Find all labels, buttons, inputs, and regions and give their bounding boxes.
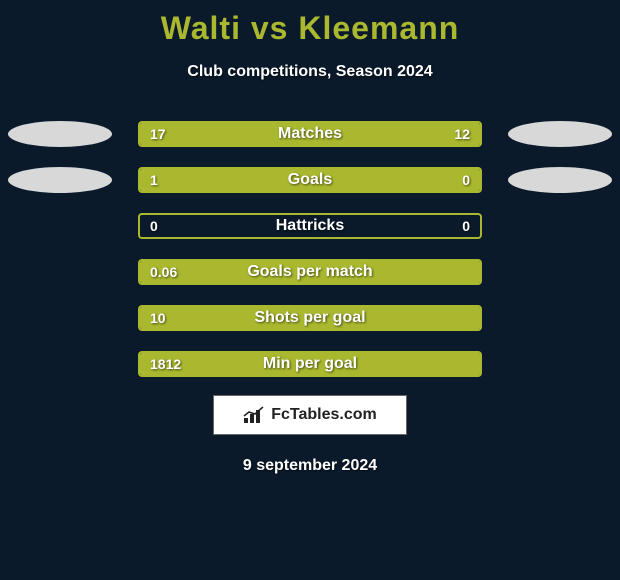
stat-row: 10Shots per goal	[0, 305, 620, 331]
stat-bar: 0Hattricks0	[138, 213, 482, 239]
player1-marker	[8, 167, 112, 193]
stat-bar: 1812Min per goal	[138, 351, 482, 377]
stat-bar: 0.06Goals per match	[138, 259, 482, 285]
marker-spacer	[8, 305, 112, 331]
page-subtitle: Club competitions, Season 2024	[0, 63, 620, 81]
stat-label: Goals per match	[140, 261, 480, 283]
chart-icon	[243, 406, 265, 424]
stat-row: 1Goals0	[0, 167, 620, 193]
marker-spacer	[508, 259, 612, 285]
stat-value-right: 12	[454, 123, 470, 145]
player2-marker	[508, 121, 612, 147]
stat-row: 17Matches12	[0, 121, 620, 147]
marker-spacer	[8, 213, 112, 239]
stat-label: Hattricks	[140, 215, 480, 237]
branding-badge: FcTables.com	[213, 395, 407, 435]
marker-spacer	[508, 351, 612, 377]
stat-value-right: 0	[462, 215, 470, 237]
stat-label: Shots per goal	[140, 307, 480, 329]
stat-row: 0Hattricks0	[0, 213, 620, 239]
marker-spacer	[8, 351, 112, 377]
player2-marker	[508, 167, 612, 193]
stat-value-right: 0	[462, 169, 470, 191]
branding-text: FcTables.com	[271, 406, 377, 424]
marker-spacer	[8, 259, 112, 285]
stat-label: Goals	[140, 169, 480, 191]
stats-rows: 17Matches121Goals00Hattricks00.06Goals p…	[0, 121, 620, 377]
stat-label: Matches	[140, 123, 480, 145]
marker-spacer	[508, 305, 612, 331]
player1-marker	[8, 121, 112, 147]
stat-bar: 10Shots per goal	[138, 305, 482, 331]
footer-date: 9 september 2024	[0, 457, 620, 475]
comparison-infographic: Walti vs Kleemann Club competitions, Sea…	[0, 0, 620, 580]
stat-row: 1812Min per goal	[0, 351, 620, 377]
page-title: Walti vs Kleemann	[0, 0, 620, 47]
stat-bar: 17Matches12	[138, 121, 482, 147]
stat-bar: 1Goals0	[138, 167, 482, 193]
stat-label: Min per goal	[140, 353, 480, 375]
marker-spacer	[508, 213, 612, 239]
stat-row: 0.06Goals per match	[0, 259, 620, 285]
